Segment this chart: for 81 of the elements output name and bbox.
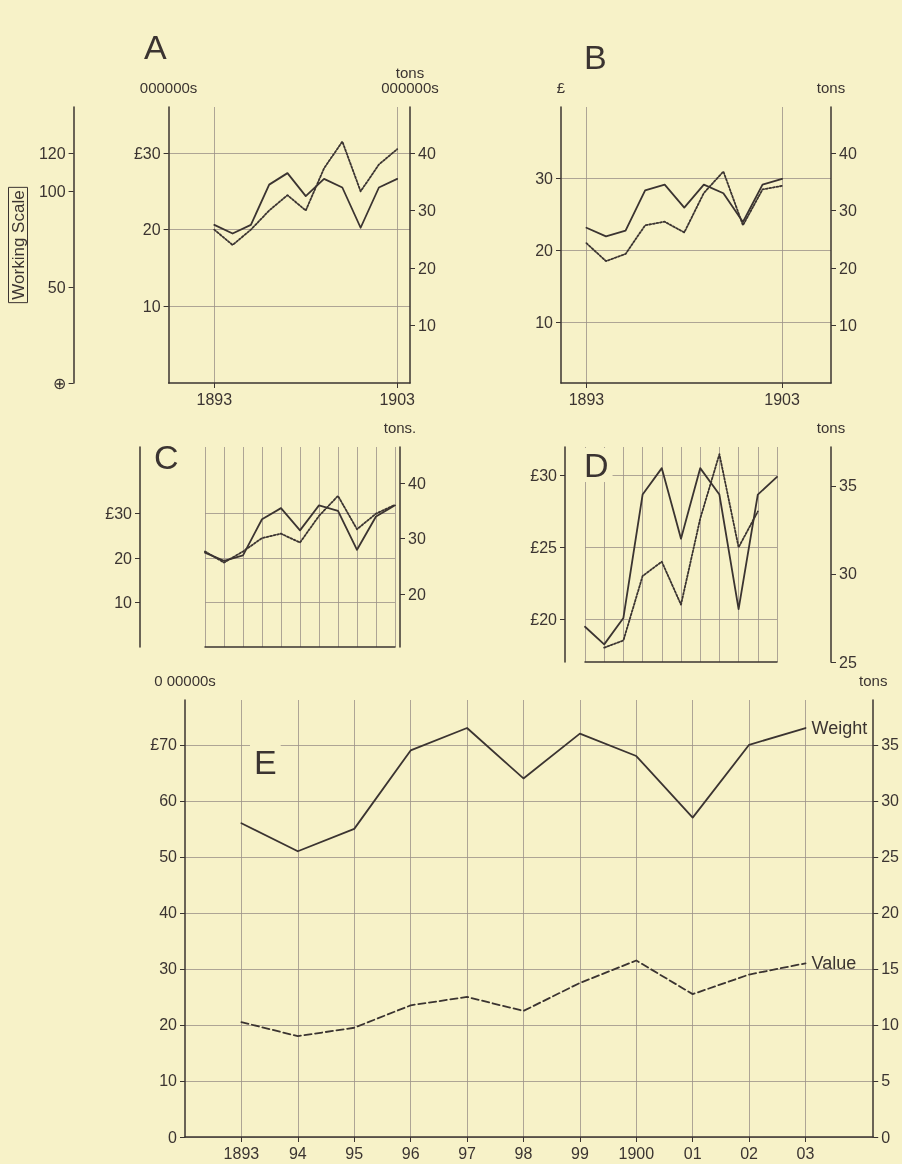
y-axis-title: £ bbox=[556, 79, 566, 96]
y-tick-label: 10 bbox=[159, 1072, 178, 1090]
y2-tick-label: 30 bbox=[408, 530, 426, 548]
x-tick-label: 01 bbox=[683, 1144, 702, 1162]
y2-tick-label: 40 bbox=[839, 144, 857, 162]
y2-tick-label: 10 bbox=[418, 317, 436, 334]
y2-tick-label: 0 bbox=[881, 1128, 891, 1146]
y3-axis-title: Working Scale bbox=[8, 190, 28, 300]
y-tick-label: 10 bbox=[114, 594, 133, 612]
y-tick-label: 20 bbox=[159, 1016, 178, 1034]
y2-tick-label: 25 bbox=[881, 848, 900, 866]
x-tick-label: 02 bbox=[740, 1144, 759, 1162]
y-tick-label: 50 bbox=[159, 848, 178, 866]
chart-title: D bbox=[584, 446, 609, 484]
y2-axis-title: tons bbox=[816, 419, 846, 436]
y-tick-label: 20 bbox=[535, 241, 554, 259]
x-tick-label: 03 bbox=[796, 1144, 815, 1162]
y3-tick-label: 120 bbox=[38, 144, 66, 162]
y2-tick-label: 35 bbox=[881, 736, 900, 754]
y-tick-label: 40 bbox=[159, 904, 178, 922]
y2-axis-title: tons bbox=[859, 672, 888, 689]
y-tick-label: £25 bbox=[530, 538, 558, 556]
y-axis-title: 000000s bbox=[139, 79, 198, 96]
y2-tick-label: 10 bbox=[839, 317, 857, 334]
x-tick-label: 1900 bbox=[618, 1144, 655, 1162]
y-tick-label: 30 bbox=[159, 960, 178, 978]
y-tick-label: £30 bbox=[105, 505, 133, 523]
y2-tick-label: 20 bbox=[408, 585, 426, 603]
y3-tick-label: ⊕ bbox=[52, 374, 66, 392]
y-tick-label: 10 bbox=[142, 297, 161, 315]
line-series bbox=[585, 170, 783, 263]
y2-tick-label: 5 bbox=[881, 1072, 891, 1090]
y2-axis-title: tons. bbox=[383, 419, 417, 436]
y3-tick-label: 100 bbox=[38, 182, 66, 200]
y2-axis-title: tons 000000s bbox=[381, 64, 439, 96]
y2-tick-label: 30 bbox=[839, 565, 857, 583]
x-tick-label: 98 bbox=[514, 1144, 533, 1162]
x-tick-label: 1903 bbox=[379, 390, 416, 408]
y2-tick-label: 30 bbox=[839, 202, 857, 219]
y-tick-label: £70 bbox=[150, 736, 178, 754]
y2-tick-label: 40 bbox=[418, 144, 436, 162]
y2-tick-label: 40 bbox=[408, 474, 426, 492]
x-tick-label: 1893 bbox=[196, 390, 233, 408]
y2-tick-label: 10 bbox=[881, 1016, 900, 1034]
y2-tick-label: 35 bbox=[839, 477, 857, 495]
x-tick-label: 1903 bbox=[764, 390, 800, 408]
line-series bbox=[213, 140, 399, 246]
chart-title: C bbox=[154, 438, 179, 476]
y-axis-title: 0 00000s bbox=[154, 672, 216, 689]
y-tick-label: £30 bbox=[530, 467, 558, 485]
y2-tick-label: 20 bbox=[839, 259, 857, 277]
y-tick-label: 20 bbox=[142, 221, 161, 239]
x-tick-label: 97 bbox=[458, 1144, 477, 1162]
y2-tick-label: 20 bbox=[881, 904, 900, 922]
chart-title: B bbox=[584, 38, 607, 76]
y2-tick-label: 25 bbox=[839, 653, 857, 671]
line-series bbox=[240, 727, 807, 853]
y3-tick-label: 50 bbox=[47, 278, 66, 296]
x-tick-label: 95 bbox=[345, 1144, 364, 1162]
chart-title: A bbox=[144, 28, 167, 66]
text: E bbox=[254, 743, 277, 781]
y-tick-label: 60 bbox=[159, 792, 178, 810]
series-label: Value bbox=[811, 953, 857, 974]
y2-tick-label: 20 bbox=[418, 259, 436, 277]
y-tick-label: 30 bbox=[535, 170, 554, 188]
x-tick-label: 99 bbox=[570, 1144, 589, 1162]
y2-tick-label: 30 bbox=[881, 792, 900, 810]
y-tick-label: 0 bbox=[168, 1128, 178, 1146]
y-tick-label: 10 bbox=[535, 313, 554, 331]
x-tick-label: 96 bbox=[401, 1144, 420, 1162]
x-tick-label: 94 bbox=[288, 1144, 307, 1162]
y-tick-label: £30 bbox=[133, 144, 161, 162]
x-tick-label: 1893 bbox=[568, 390, 605, 408]
y-tick-label: 20 bbox=[114, 549, 133, 567]
y2-tick-label: 15 bbox=[881, 960, 900, 978]
y-tick-label: £20 bbox=[530, 610, 558, 628]
series-label: Weight bbox=[811, 718, 868, 739]
y2-tick-label: 30 bbox=[418, 202, 436, 219]
y2-axis-title: tons bbox=[816, 79, 846, 96]
x-tick-label: 1893 bbox=[223, 1144, 260, 1162]
line-series bbox=[240, 959, 807, 1038]
